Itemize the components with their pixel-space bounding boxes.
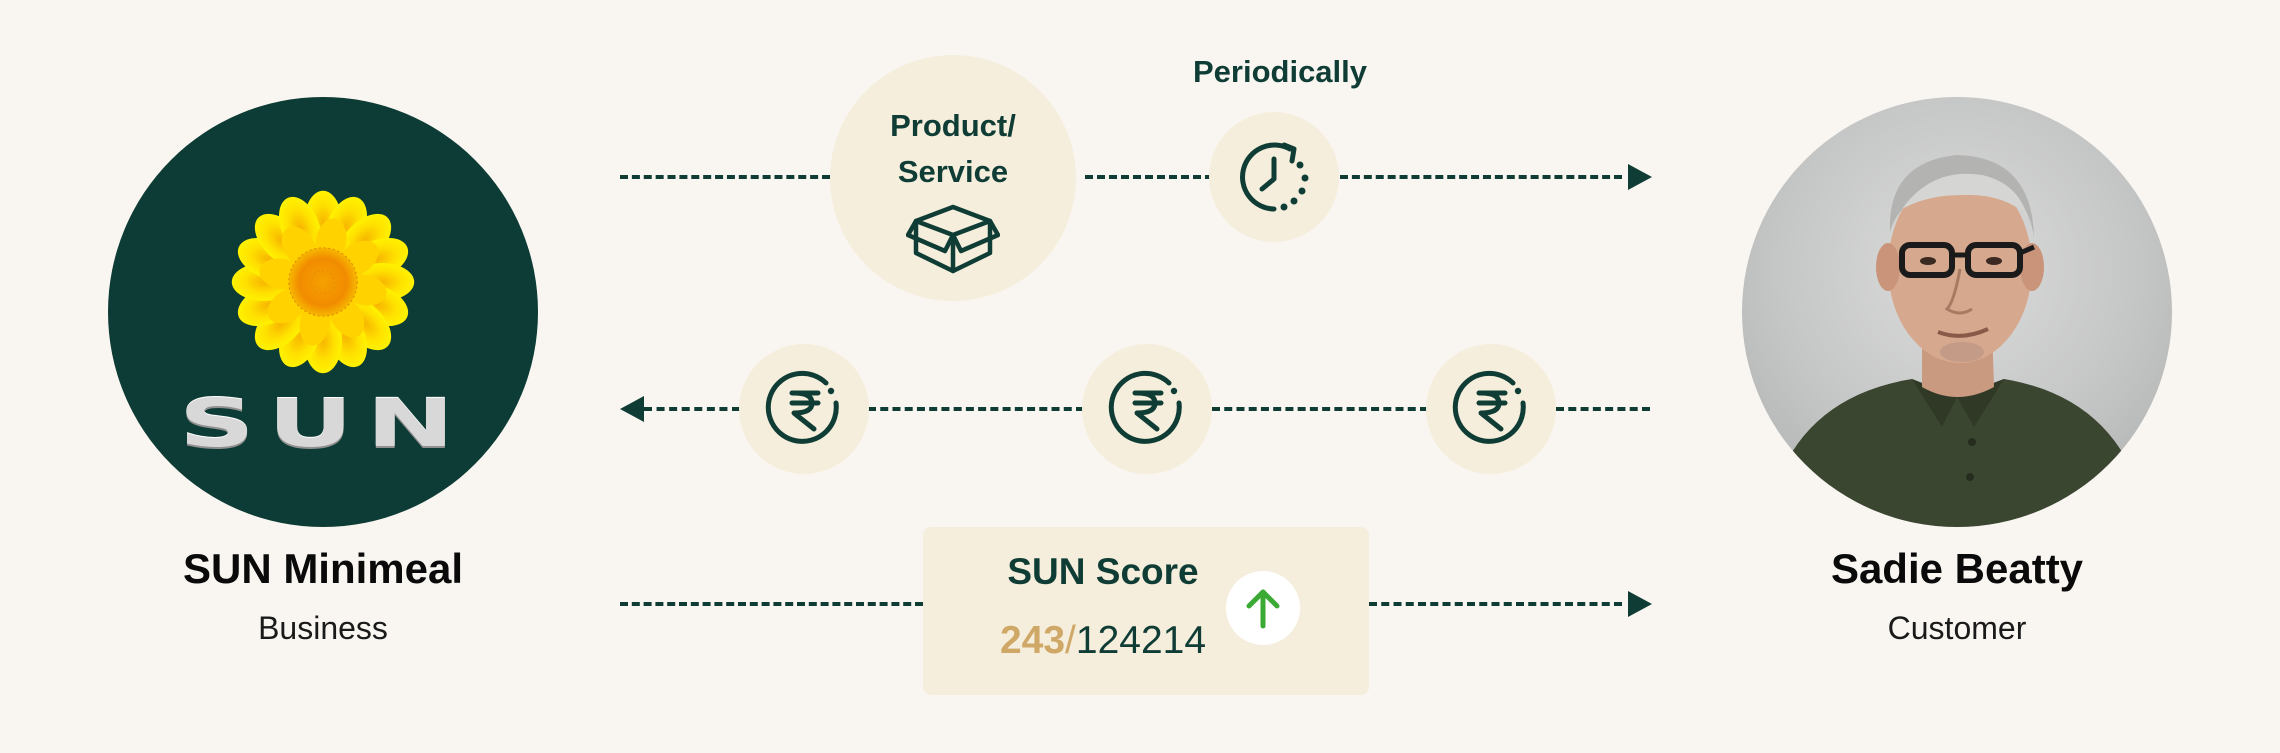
periodically-label: Periodically [1192, 54, 1368, 89]
business-logo: SUN [108, 97, 538, 527]
arrow-right-icon [1628, 164, 1652, 190]
score-total: 124214 [1075, 619, 1207, 662]
business-role: Business [258, 610, 388, 646]
periodic-node [1209, 112, 1339, 242]
payment-node-2 [1082, 344, 1212, 474]
rupee-icon [1452, 370, 1526, 444]
arrow-up-icon [1246, 589, 1280, 629]
sun-score-title: SUN Score [1007, 551, 1199, 592]
rupee-icon [765, 370, 839, 444]
box-icon [906, 204, 1000, 274]
flow-line-payment-3 [1212, 407, 1428, 411]
score-slash: / [1065, 619, 1076, 662]
arrow-right-icon [1628, 591, 1652, 617]
rupee-icon [1108, 370, 1182, 444]
product-service-label: Product/ Service [830, 103, 1076, 195]
customer-name: Sadie Beatty [1830, 545, 2084, 592]
product-service-node: Product/ Service [830, 55, 1076, 301]
flow-line-product-middle [1085, 175, 1213, 179]
flow-line-score-left [620, 602, 923, 606]
flow-line-payment-4 [1556, 407, 1650, 411]
payment-node-1 [739, 344, 869, 474]
flow-line-product-left [620, 175, 830, 179]
flow-line-product-right [1340, 175, 1622, 179]
payment-node-3 [1426, 344, 1556, 474]
sun-logo-text: SUN [178, 385, 468, 462]
score-current: 243 [999, 619, 1066, 662]
flow-line-payment-2 [868, 407, 1084, 411]
customer-avatar [1742, 97, 2172, 527]
product-label-line1: Product/ [890, 108, 1016, 143]
flow-line-score-right [1369, 602, 1622, 606]
business-name: SUN Minimeal [182, 545, 464, 592]
flow-line-payment-1 [644, 407, 740, 411]
sunflower-icon [231, 190, 415, 374]
product-label-line2: Service [897, 154, 1009, 189]
arrow-left-icon [620, 396, 644, 422]
customer-role: Customer [1887, 610, 2027, 646]
customer-photo [1772, 155, 2142, 527]
sun-score-card: SUN Score 243/124214 [923, 527, 1369, 695]
sun-score-value: 243/124214 [983, 619, 1223, 663]
clock-refresh-icon [1240, 142, 1309, 212]
score-trend-badge [1226, 571, 1300, 645]
